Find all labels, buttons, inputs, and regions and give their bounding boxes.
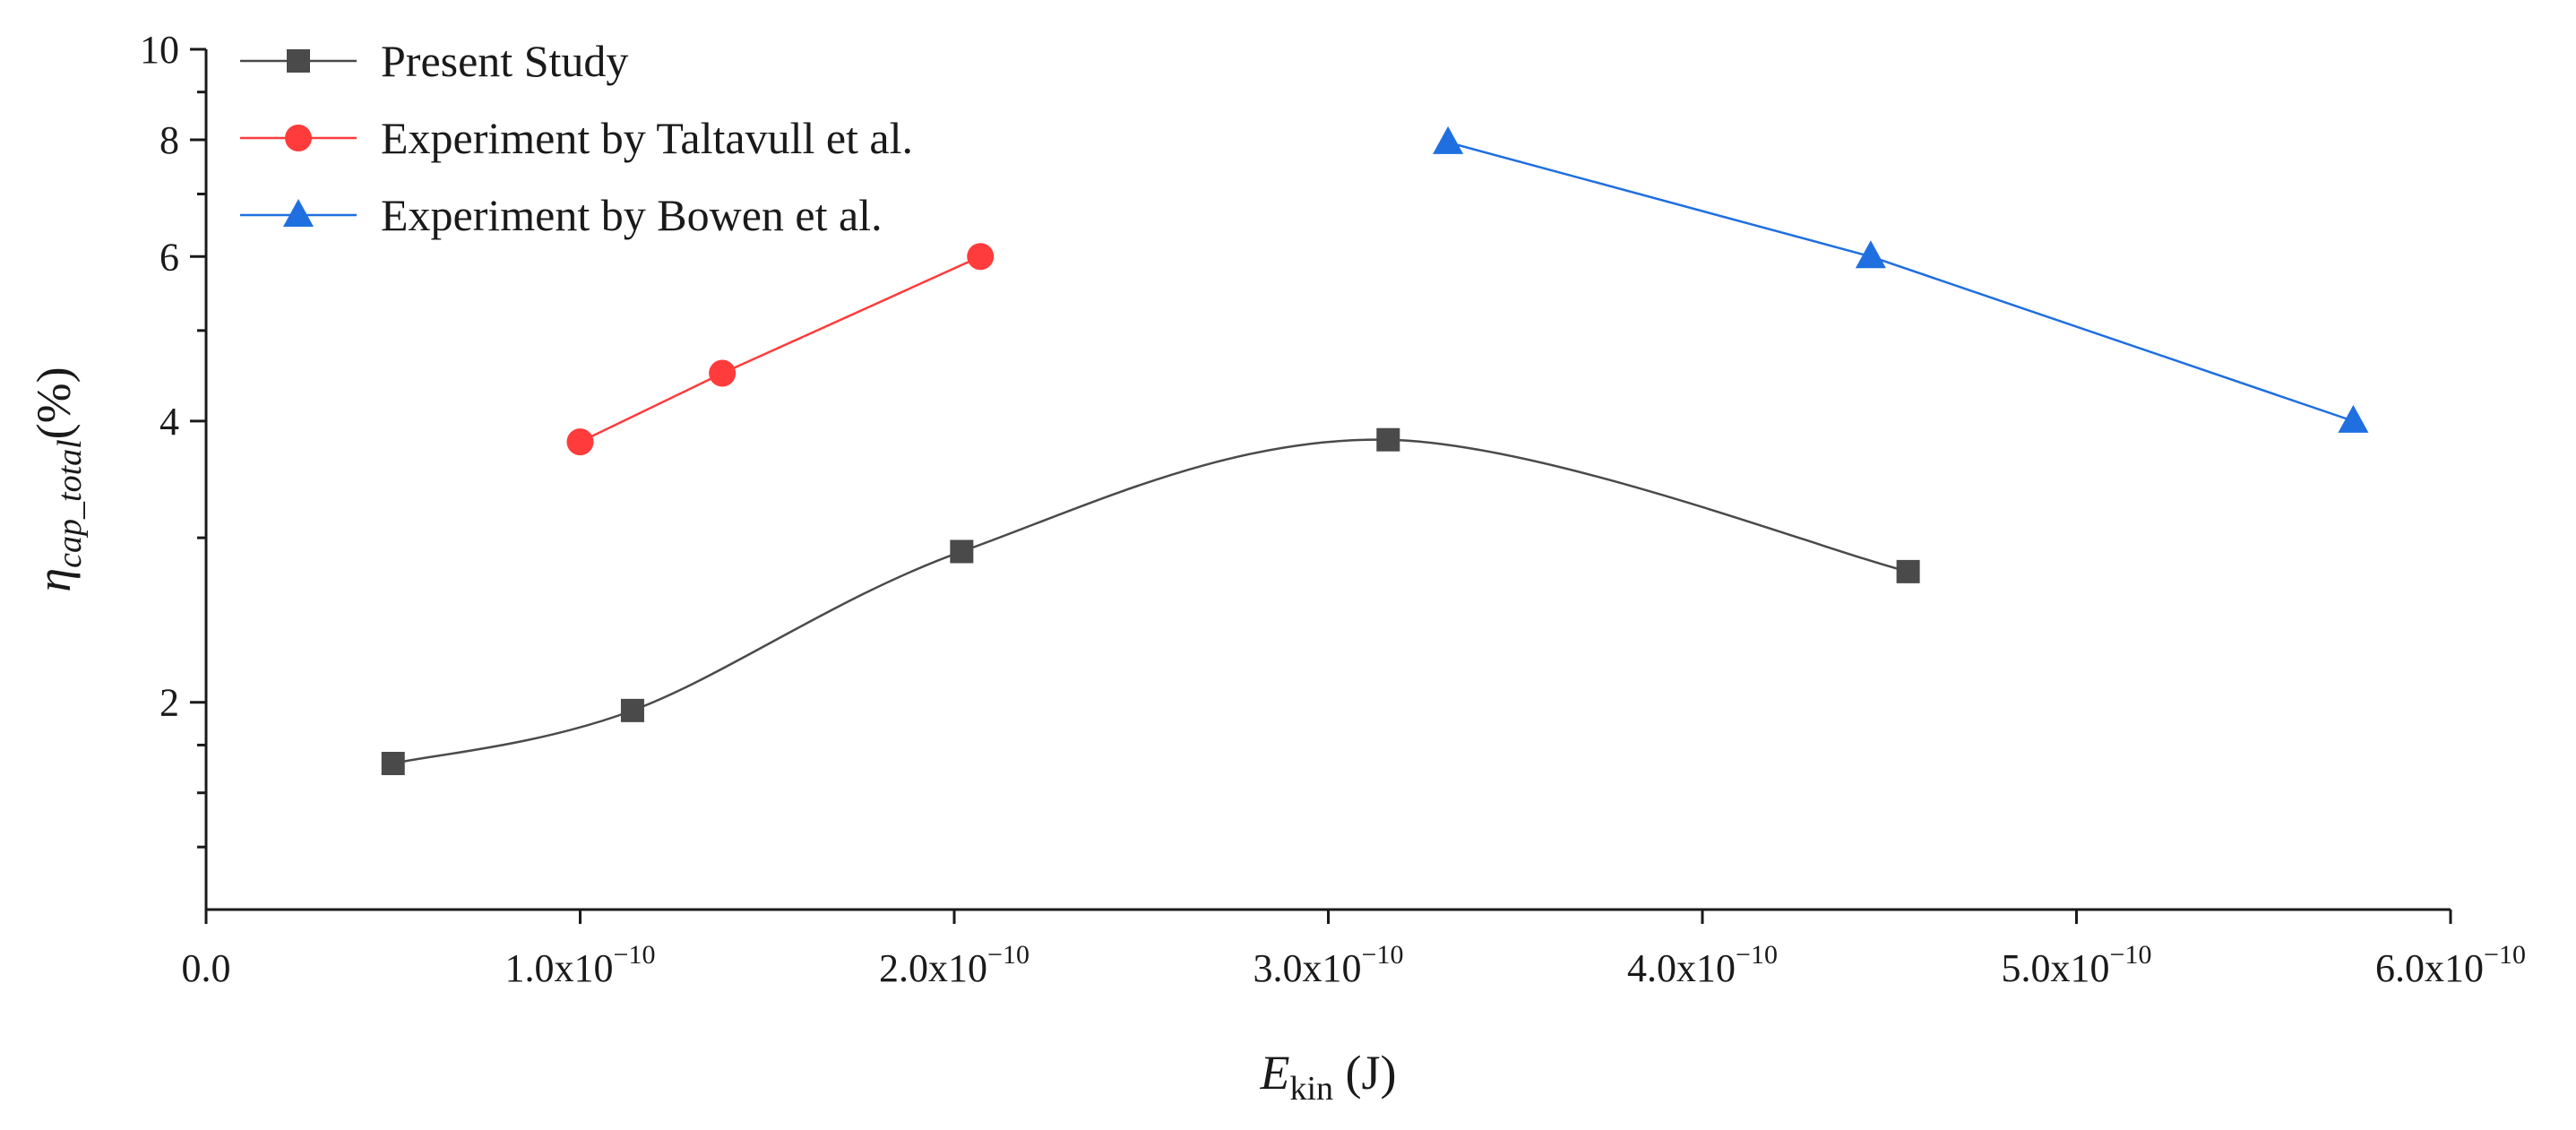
x-tick-label: 2.0x10−10: [879, 940, 1030, 990]
data-point: [1376, 427, 1400, 452]
x-tick-label: 4.0x10−10: [1627, 940, 1778, 990]
series-2: [1433, 125, 2369, 433]
legend-entry: Present Study: [240, 36, 628, 86]
legend-label: Present Study: [381, 36, 628, 86]
x-tick-label: 5.0x10−10: [2002, 940, 2152, 990]
series-1: [566, 243, 995, 456]
data-point: [950, 539, 974, 564]
legend-label: Experiment by Taltavull et al.: [381, 113, 913, 163]
legend-marker: [287, 49, 310, 73]
data-point: [1896, 559, 1920, 583]
y-tick-label: 8: [159, 118, 179, 162]
data-point: [1433, 125, 1464, 154]
y-axis-title: ηcap_total(%): [27, 367, 89, 591]
legend: Present Study Experiment by Taltavull et …: [240, 36, 913, 240]
data-point: [2338, 404, 2369, 433]
legend-entry: Experiment by Bowen et al.: [240, 190, 883, 240]
x-axis-title: Ekin (J): [1259, 1046, 1396, 1108]
data-point: [1855, 240, 1886, 269]
series-0: [381, 427, 1920, 776]
legend-marker: [285, 125, 312, 151]
y-tick-label: 2: [159, 681, 179, 725]
y-tick-label: 10: [140, 28, 179, 72]
x-tick-label: 0.0: [182, 946, 231, 990]
data-point: [381, 752, 405, 776]
data-point: [709, 359, 737, 387]
x-tick-label: 3.0x10−10: [1254, 940, 1404, 990]
y-tick-label: 6: [159, 235, 179, 279]
x-tick-label: 1.0x10−10: [505, 940, 656, 990]
data-point: [967, 243, 995, 271]
legend-entry: Experiment by Taltavull et al.: [240, 113, 913, 163]
series-line: [579, 255, 981, 444]
legend-label: Experiment by Bowen et al.: [381, 190, 883, 240]
legend-marker: [283, 199, 314, 227]
y-tick-label: 4: [159, 400, 179, 444]
series-group: [381, 125, 2369, 776]
data-point: [566, 428, 594, 456]
series-line: [392, 438, 1908, 765]
x-tick-label: 6.0x10−10: [2375, 940, 2526, 990]
axes: 0.0 1.0x10−10 2.0x10−10 3.0x10−10 4.0x10−10 5…: [27, 28, 2526, 1108]
data-point: [620, 698, 644, 722]
series-line: [1447, 141, 2354, 423]
